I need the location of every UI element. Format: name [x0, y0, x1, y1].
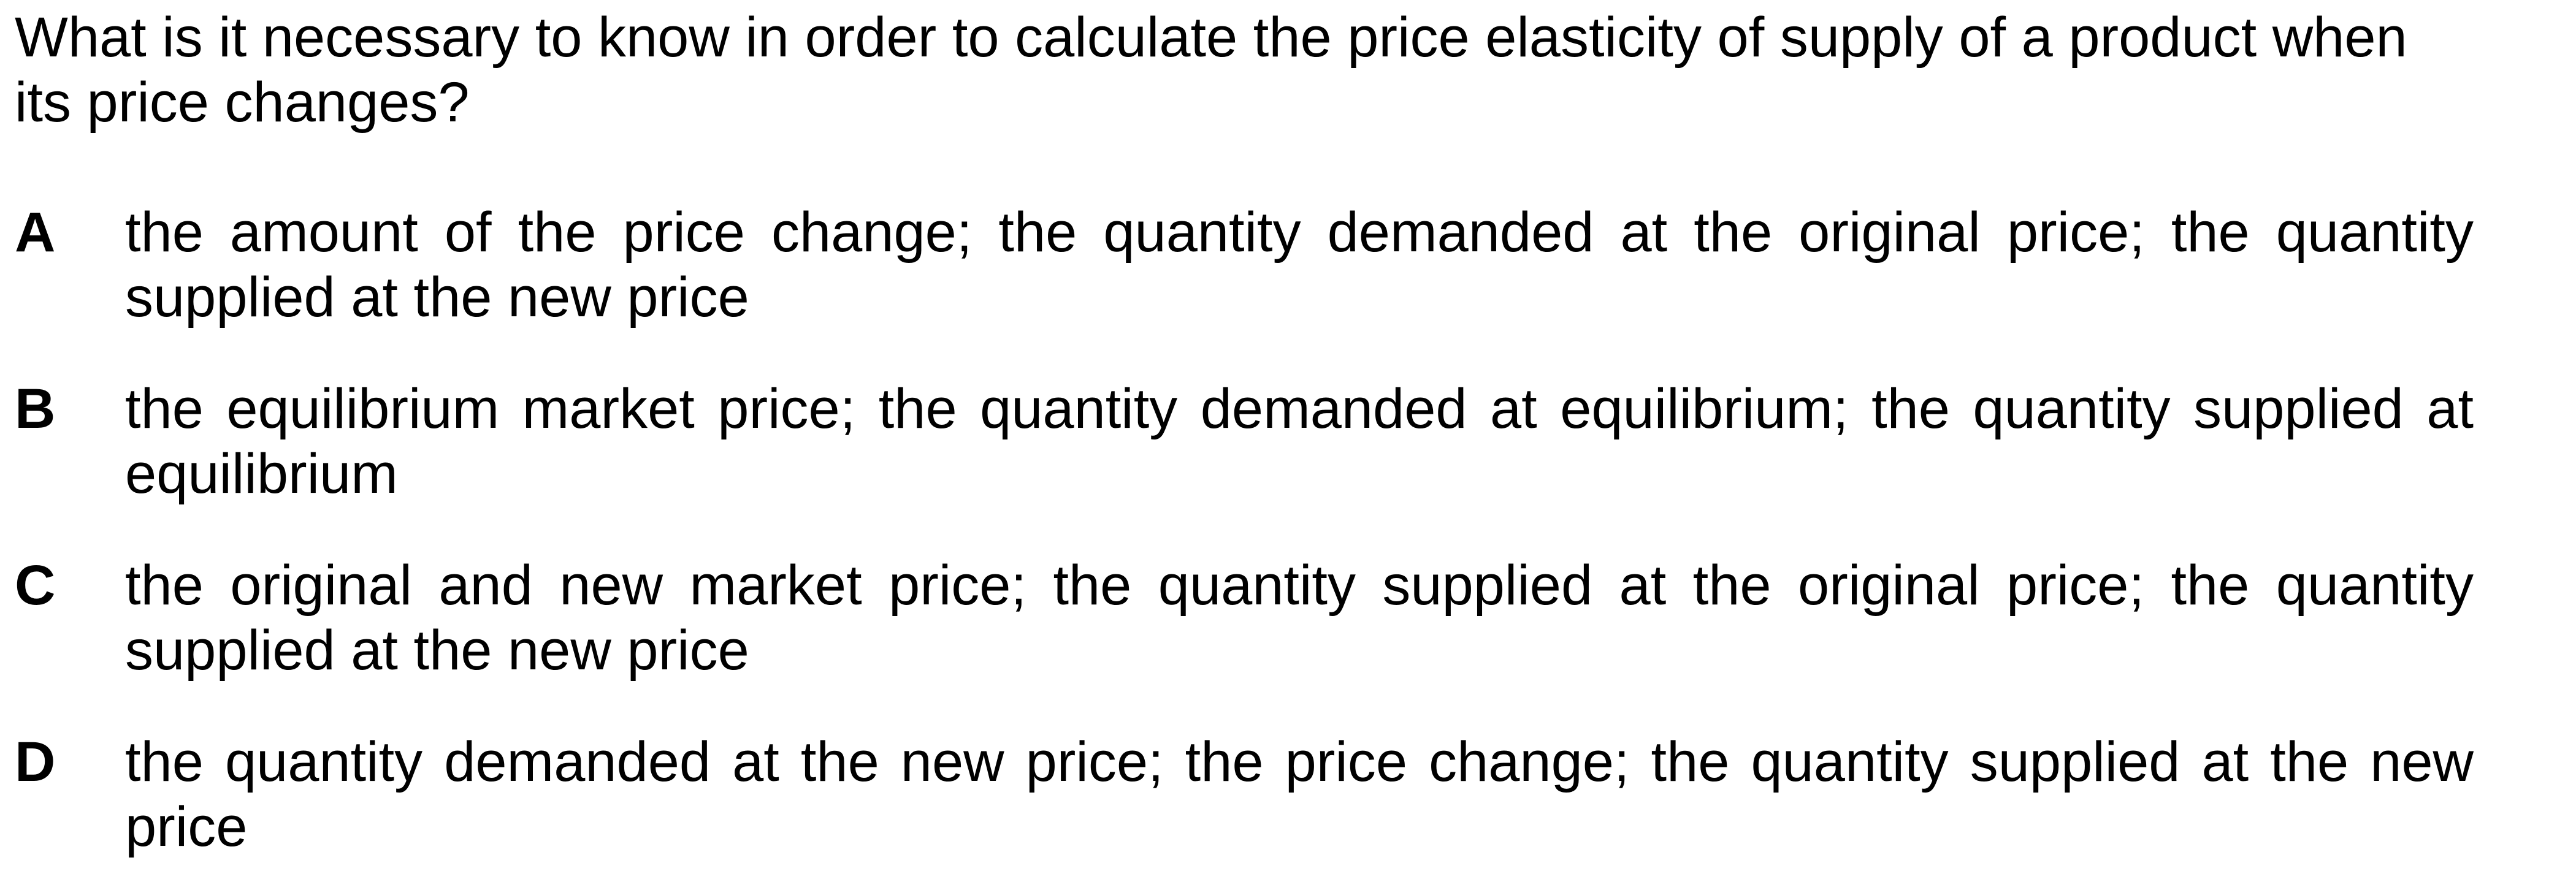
- option-d[interactable]: D the quantity demanded at the new price…: [15, 713, 2480, 890]
- option-a[interactable]: A the amount of the price change; the qu…: [15, 184, 2480, 360]
- option-letter: D: [15, 729, 55, 794]
- option-letter: A: [15, 200, 55, 265]
- option-text: the equilibrium market price; the quanti…: [125, 376, 2474, 506]
- option-b[interactable]: B the equilibrium market price; the quan…: [15, 360, 2480, 537]
- option-text: the quantity demanded at the new price; …: [125, 729, 2474, 859]
- option-letter: B: [15, 376, 55, 441]
- answer-options: A the amount of the price change; the qu…: [15, 184, 2480, 890]
- option-text: the amount of the price change; the quan…: [125, 200, 2474, 330]
- option-letter: C: [15, 553, 55, 618]
- question-text: What is it necessary to know in order to…: [15, 5, 2467, 135]
- option-text: the original and new market price; the q…: [125, 553, 2474, 683]
- option-c[interactable]: C the original and new market price; the…: [15, 537, 2480, 713]
